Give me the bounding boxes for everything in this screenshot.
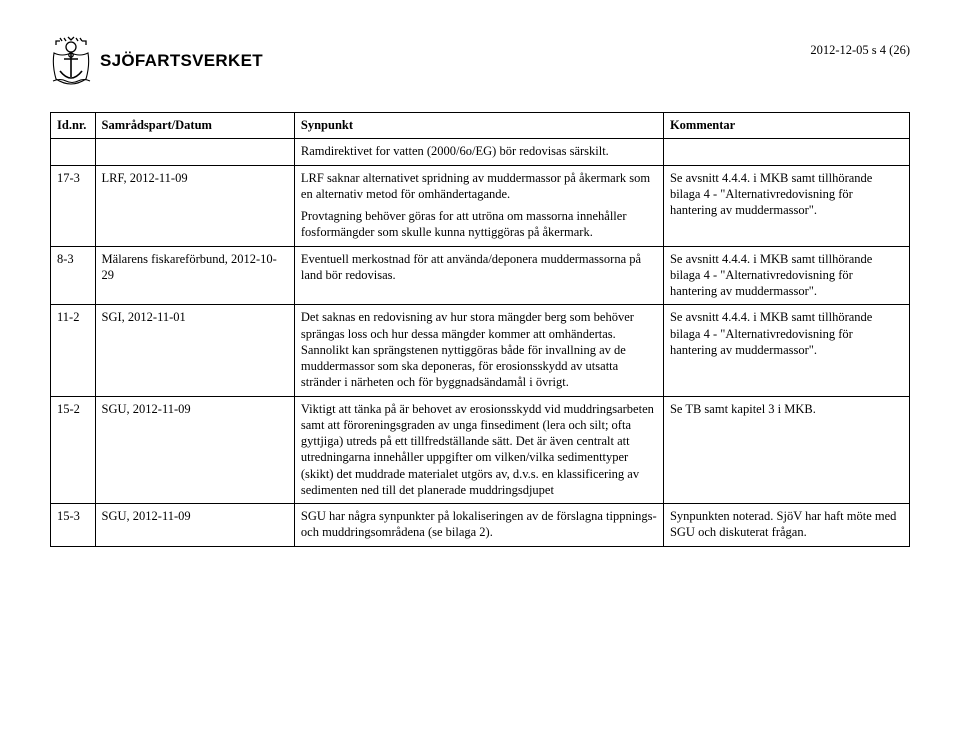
kommentar-paragraph: Se TB samt kapitel 3 i MKB. xyxy=(670,401,903,417)
cell-part: SGU, 2012-11-09 xyxy=(95,396,294,504)
cell-part: SGI, 2012-11-01 xyxy=(95,305,294,396)
table-body: Ramdirektivet for vatten (2000/6o/EG) bö… xyxy=(51,139,910,546)
cell-kommentar: Se avsnitt 4.4.4. i MKB samt tillhörande… xyxy=(663,305,909,396)
cell-synpunkt: LRF saknar alternativet spridning av mud… xyxy=(294,165,663,246)
cell-part: LRF, 2012-11-09 xyxy=(95,165,294,246)
kommentar-paragraph: Se avsnitt 4.4.4. i MKB samt tillhörande… xyxy=(670,170,903,219)
synpunkt-paragraph: SGU har några synpunkter på lokalisering… xyxy=(301,508,657,541)
synpunkt-paragraph: Det saknas en redovisning av hur stora m… xyxy=(301,309,657,390)
org-name: SJÖFARTSVERKET xyxy=(100,51,263,71)
synpunkt-paragraph: Provtagning behöver göras for att utröna… xyxy=(301,208,657,241)
table-row: Ramdirektivet for vatten (2000/6o/EG) bö… xyxy=(51,139,910,165)
table-row: 15-2SGU, 2012-11-09Viktigt att tänka på … xyxy=(51,396,910,504)
cell-part: SGU, 2012-11-09 xyxy=(95,504,294,547)
cell-part: Mälarens fiskareförbund, 2012-10-29 xyxy=(95,246,294,305)
cell-part xyxy=(95,139,294,165)
synpunkt-paragraph: Ramdirektivet for vatten (2000/6o/EG) bö… xyxy=(301,143,657,159)
cell-id: 11-2 xyxy=(51,305,96,396)
synpunkt-paragraph: Viktigt att tänka på är behovet av erosi… xyxy=(301,401,657,499)
page-header: SJÖFARTSVERKET 2012-12-05 s 4 (26) xyxy=(50,35,910,87)
page-number-label: 2012-12-05 s 4 (26) xyxy=(810,43,910,58)
cell-synpunkt: Viktigt att tänka på är behovet av erosi… xyxy=(294,396,663,504)
org-logo-block: SJÖFARTSVERKET xyxy=(50,35,263,87)
col-header-kom: Kommentar xyxy=(663,113,909,139)
kommentar-paragraph: Se avsnitt 4.4.4. i MKB samt tillhörande… xyxy=(670,309,903,358)
table-row: 17-3LRF, 2012-11-09LRF saknar alternativ… xyxy=(51,165,910,246)
synpunkt-paragraph: Eventuell merkostnad för att använda/dep… xyxy=(301,251,657,284)
crown-anchor-icon xyxy=(50,35,92,87)
cell-kommentar: Se TB samt kapitel 3 i MKB. xyxy=(663,396,909,504)
col-header-id: Id.nr. xyxy=(51,113,96,139)
kommentar-paragraph: Se avsnitt 4.4.4. i MKB samt tillhörande… xyxy=(670,251,903,300)
table-header-row: Id.nr. Samrådspart/Datum Synpunkt Kommen… xyxy=(51,113,910,139)
table-row: 15-3SGU, 2012-11-09SGU har några synpunk… xyxy=(51,504,910,547)
kommentar-paragraph: Synpunkten noterad. SjöV har haft möte m… xyxy=(670,508,903,541)
cell-synpunkt: Det saknas en redovisning av hur stora m… xyxy=(294,305,663,396)
cell-synpunkt: Eventuell merkostnad för att använda/dep… xyxy=(294,246,663,305)
cell-kommentar: Se avsnitt 4.4.4. i MKB samt tillhörande… xyxy=(663,165,909,246)
cell-synpunkt: SGU har några synpunkter på lokalisering… xyxy=(294,504,663,547)
table-row: 8-3Mälarens fiskareförbund, 2012-10-29Ev… xyxy=(51,246,910,305)
cell-id: 8-3 xyxy=(51,246,96,305)
col-header-syn: Synpunkt xyxy=(294,113,663,139)
cell-kommentar: Synpunkten noterad. SjöV har haft möte m… xyxy=(663,504,909,547)
cell-id: 15-2 xyxy=(51,396,96,504)
table-row: 11-2SGI, 2012-11-01Det saknas en redovis… xyxy=(51,305,910,396)
cell-kommentar xyxy=(663,139,909,165)
cell-id: 17-3 xyxy=(51,165,96,246)
cell-id xyxy=(51,139,96,165)
cell-id: 15-3 xyxy=(51,504,96,547)
cell-kommentar: Se avsnitt 4.4.4. i MKB samt tillhörande… xyxy=(663,246,909,305)
cell-synpunkt: Ramdirektivet for vatten (2000/6o/EG) bö… xyxy=(294,139,663,165)
synpunkt-paragraph: LRF saknar alternativet spridning av mud… xyxy=(301,170,657,203)
col-header-part: Samrådspart/Datum xyxy=(95,113,294,139)
comments-table: Id.nr. Samrådspart/Datum Synpunkt Kommen… xyxy=(50,112,910,547)
